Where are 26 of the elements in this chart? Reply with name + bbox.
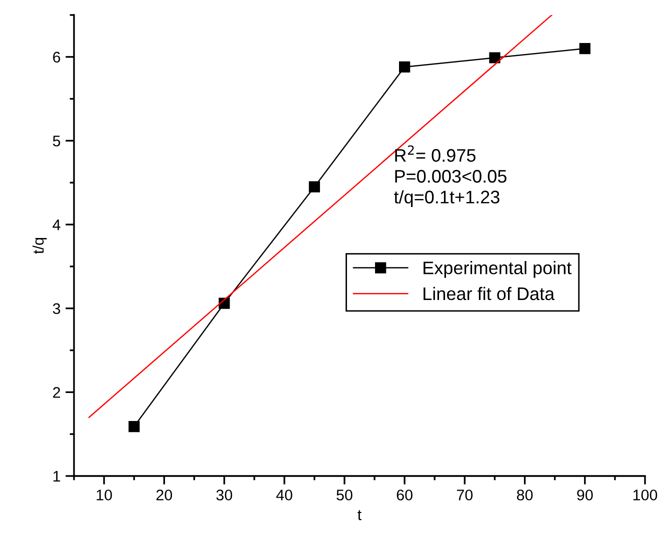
y-tick-label: 4 — [52, 220, 60, 230]
x-tick-label: 40 — [276, 490, 292, 500]
annotation: R$^{2}$= 0.975 P=0.003<0.05 t/q=0.1t+1.23 — [394, 145, 506, 208]
point — [128, 420, 140, 432]
point — [579, 42, 590, 54]
x-tick-label: 70 — [456, 490, 473, 500]
y-tick-label: 1 — [53, 471, 60, 482]
legend-label: Experimental point — [424, 261, 572, 278]
point — [399, 61, 410, 73]
y-axis-title: t/q — [32, 238, 47, 254]
legend-label: Linear fit of Data — [424, 286, 555, 300]
y-tick-label: 5 — [52, 136, 60, 146]
y-tick-label: 6 — [53, 52, 60, 63]
x-tick-label: 10 — [96, 490, 112, 500]
point — [489, 52, 500, 64]
x-tick-label: 100 — [633, 490, 658, 500]
x-tick-label: 20 — [156, 490, 172, 500]
x-tick-label: 90 — [577, 490, 593, 500]
x-tick-label: 30 — [216, 490, 232, 500]
point — [308, 181, 320, 192]
x-axis-title: t — [358, 510, 362, 520]
x-tick-label: 50 — [336, 490, 352, 500]
x-tick-label: 60 — [396, 490, 412, 500]
y-tick-label: 2 — [53, 387, 60, 398]
x-tick-label: 80 — [516, 490, 533, 500]
y-tick-label: 3 — [52, 303, 60, 314]
